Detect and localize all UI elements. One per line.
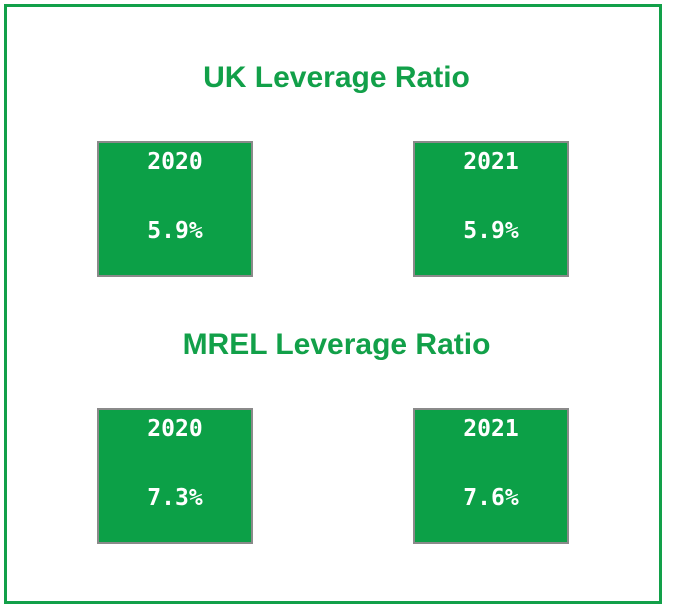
tile-value: 7.3% <box>147 485 203 511</box>
metric-tile: 2021 5.9% <box>413 141 569 277</box>
tile-value: 5.9% <box>463 218 519 244</box>
metric-tile: 2020 7.3% <box>97 408 253 544</box>
tile-value: 7.6% <box>463 485 519 511</box>
metric-tile: 2020 5.9% <box>97 141 253 277</box>
tile-year: 2021 <box>463 149 519 175</box>
tile-year: 2020 <box>147 416 203 442</box>
tile-value: 5.9% <box>147 218 203 244</box>
page: UK Leverage Ratio 2020 5.9% 2021 5.9% MREL Le… <box>4 4 662 604</box>
section-title: UK Leverage Ratio <box>203 61 470 94</box>
tile-year: 2020 <box>147 149 203 175</box>
metric-tile: 2021 7.6% <box>413 408 569 544</box>
tile-year: 2021 <box>463 416 519 442</box>
section-title: MREL Leverage Ratio <box>182 328 491 361</box>
